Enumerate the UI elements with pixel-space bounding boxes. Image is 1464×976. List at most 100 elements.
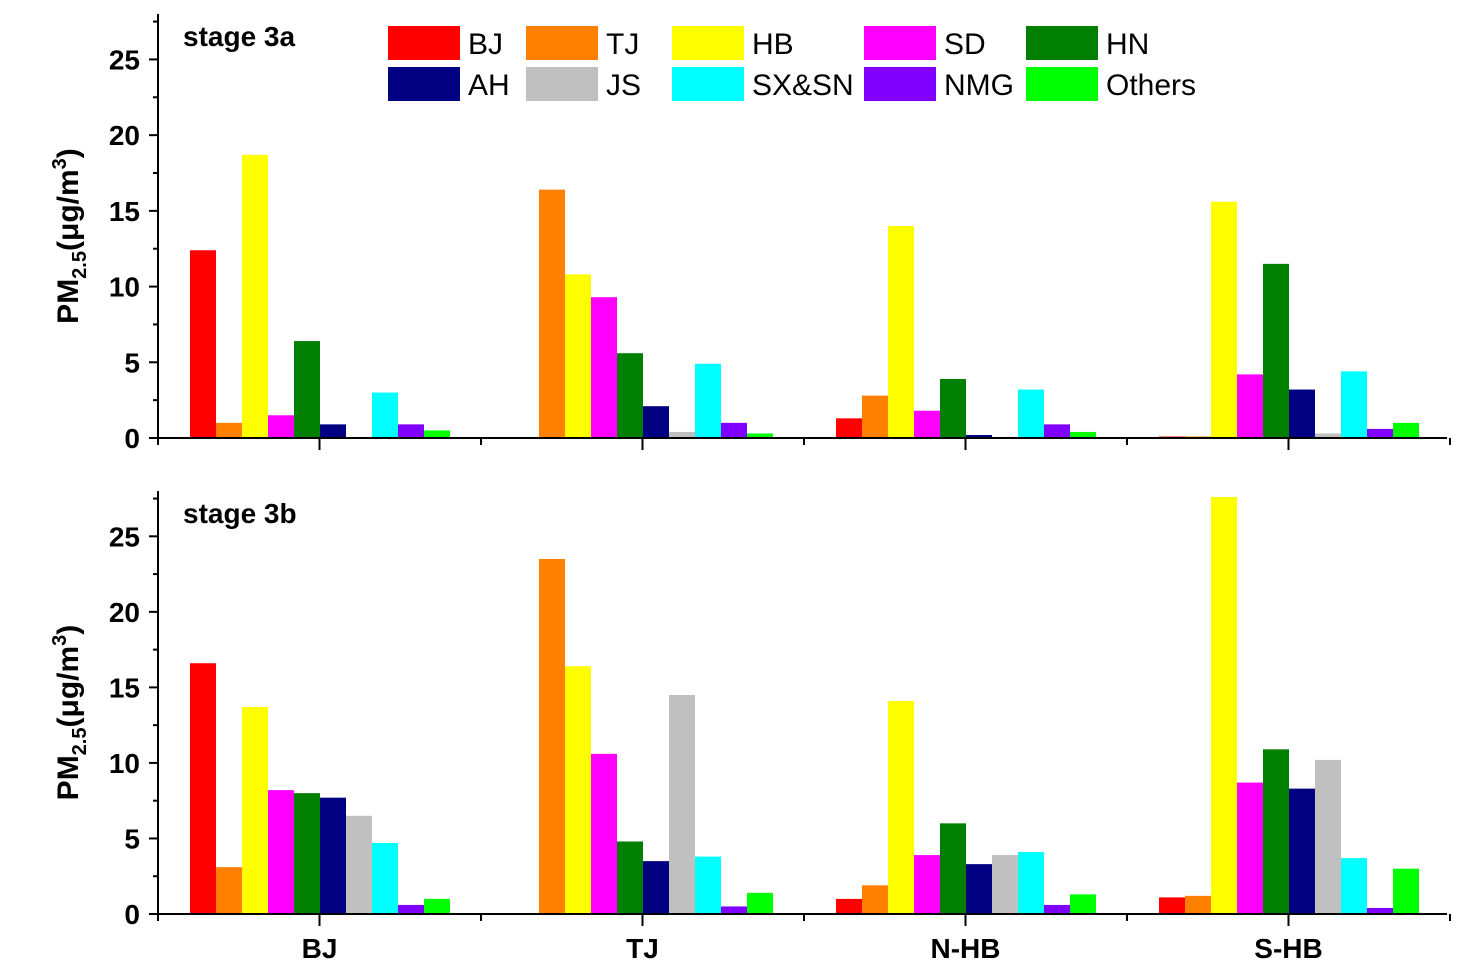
bar-tj-s-hb [1185, 895, 1211, 914]
bar-sd-bj [268, 415, 294, 438]
bar-tj-n-hb [862, 885, 888, 914]
bar-hn-tj [617, 353, 643, 438]
bar-sd-bj [268, 790, 294, 914]
bar-sx-sn-n-hb [1018, 389, 1044, 438]
bar-js-tj [669, 431, 695, 438]
bar-tj-bj [216, 422, 242, 438]
bar-others-s-hb [1393, 422, 1419, 438]
bar-sd-tj [591, 753, 617, 914]
bar-ah-bj [320, 797, 346, 914]
bar-sx-sn-tj [695, 856, 721, 914]
bar-tj-bj [216, 867, 242, 914]
x-tick-label: TJ [626, 933, 659, 964]
legend-swatch-bj [388, 26, 460, 60]
panel-stage-3b: 0 5 10 15 20 25 BJ TJ N-HB S-HB stage 3b PM2.5(μg/m… [49, 491, 1451, 964]
bar-sx-sn-n-hb [1018, 852, 1044, 914]
bar-others-bj [424, 430, 450, 438]
bar-ah-s-hb [1289, 389, 1315, 438]
bar-sd-s-hb [1237, 782, 1263, 914]
legend-label-tj: TJ [606, 28, 639, 61]
legend-label-bj: BJ [468, 28, 503, 61]
bar-ah-n-hb [966, 864, 992, 914]
legend-label-hb: HB [752, 28, 794, 61]
bar-bj-n-hb [836, 418, 862, 438]
bar-ah-bj [320, 424, 346, 438]
bar-others-tj [747, 892, 773, 914]
bar-ah-tj [643, 861, 669, 914]
bar-sd-n-hb [914, 410, 940, 438]
bar-others-tj [747, 433, 773, 438]
bar-tj-tj [539, 189, 565, 438]
bar-nmg-tj [721, 422, 747, 438]
y-tick-label: 10 [109, 748, 140, 779]
legend-swatch-js [526, 67, 598, 101]
legend: BJ TJ HB SD HN AH JS SX&SN NMG Others [388, 26, 1196, 102]
y-tick-label: 20 [109, 597, 140, 628]
bar-sx-sn-bj [372, 392, 398, 438]
bar-sd-s-hb [1237, 374, 1263, 438]
bar-sx-sn-bj [372, 842, 398, 914]
bar-nmg-tj [721, 906, 747, 914]
y-tick-label: 15 [109, 672, 140, 703]
bar-ah-s-hb [1289, 788, 1315, 914]
y-tick-label: 10 [109, 272, 140, 303]
y-tick-label: 20 [109, 120, 140, 151]
legend-label-js: JS [606, 69, 641, 102]
legend-label-nmg: NMG [944, 69, 1014, 102]
y-axis-label: PM2.5(μg/m3) [49, 625, 91, 801]
x-tick-label: S-HB [1254, 933, 1322, 964]
bar-hb-s-hb [1211, 497, 1237, 914]
bar-hb-s-hb [1211, 201, 1237, 438]
y-tick-label: 0 [124, 423, 140, 454]
bar-others-n-hb [1070, 431, 1096, 438]
bar-nmg-n-hb [1044, 904, 1070, 914]
bar-hn-n-hb [940, 378, 966, 438]
bar-others-bj [424, 898, 450, 914]
bar-hn-bj [294, 793, 320, 914]
bar-tj-tj [539, 558, 565, 914]
bar-nmg-bj [398, 424, 424, 438]
bar-js-tj [669, 694, 695, 914]
legend-label-others: Others [1106, 69, 1196, 102]
bar-hb-bj [242, 154, 268, 439]
panel-label: stage 3a [183, 21, 295, 52]
legend-label-sx-sn: SX&SN [752, 69, 854, 102]
y-tick-label: 0 [124, 899, 140, 930]
bar-js-bj [346, 815, 372, 914]
y-tick-label: 15 [109, 196, 140, 227]
panel-stage-3a: 0 5 10 15 20 25 stage 3a PM2.5(μg/m3) [49, 14, 1451, 454]
legend-swatch-hb [672, 26, 744, 60]
bar-js-n-hb [992, 855, 1018, 914]
legend-swatch-ah [388, 67, 460, 101]
bar-tj-n-hb [862, 395, 888, 438]
bar-bj-bj [190, 663, 216, 914]
bar-hb-n-hb [888, 700, 914, 914]
y-tick-label: 25 [109, 44, 140, 75]
bar-ah-tj [643, 406, 669, 438]
legend-swatch-nmg [864, 67, 936, 101]
bar-hn-n-hb [940, 823, 966, 914]
bar-hb-tj [565, 274, 591, 438]
bar-bj-n-hb [836, 898, 862, 914]
y-tick-label: 25 [109, 521, 140, 552]
bar-js-s-hb [1315, 433, 1341, 438]
bar-nmg-s-hb [1367, 428, 1393, 438]
legend-swatch-tj [526, 26, 598, 60]
bar-hb-tj [565, 666, 591, 914]
legend-label-hn: HN [1106, 28, 1149, 61]
panel-label: stage 3b [183, 498, 297, 529]
x-tick-label: BJ [302, 933, 338, 964]
y-tick-label: 5 [124, 823, 140, 854]
legend-swatch-sd [864, 26, 936, 60]
bar-hn-tj [617, 841, 643, 914]
bar-ah-n-hb [966, 434, 992, 438]
bar-others-s-hb [1393, 868, 1419, 914]
x-tick-label: N-HB [931, 933, 1001, 964]
bar-hb-n-hb [888, 226, 914, 438]
legend-swatch-sx-sn [672, 67, 744, 101]
bar-bj-bj [190, 250, 216, 438]
bar-sd-n-hb [914, 855, 940, 914]
bar-hn-s-hb [1263, 749, 1289, 914]
legend-swatch-hn [1026, 26, 1098, 60]
